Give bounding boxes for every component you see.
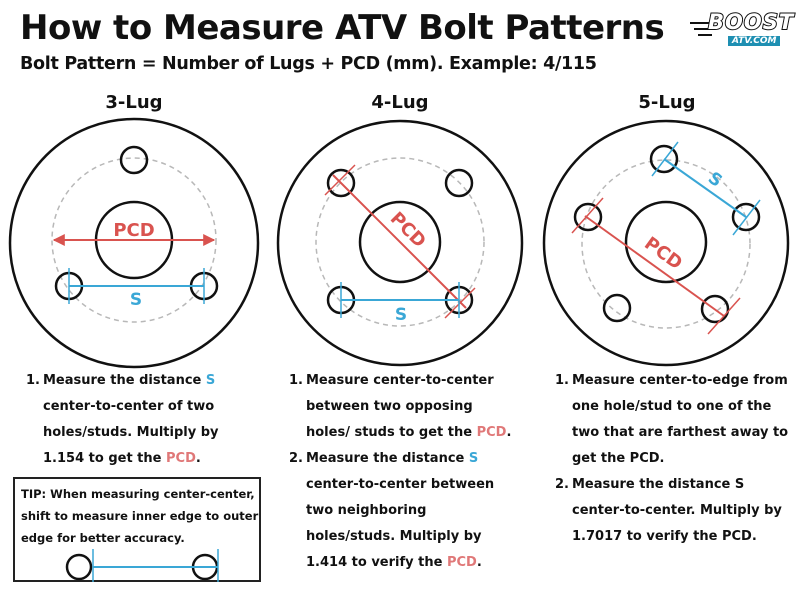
lug-hole xyxy=(326,168,356,198)
pcd-label: PCD xyxy=(113,220,154,241)
pcd-circle xyxy=(315,157,485,327)
lug-hole xyxy=(649,144,679,174)
s-label: S xyxy=(395,305,407,325)
lug-hole xyxy=(700,294,730,324)
wheel-outline xyxy=(8,117,260,369)
logo-text: BOOST xyxy=(707,9,795,35)
pcd-label: PCD xyxy=(640,233,686,274)
instructions-5-lug: 1. Measure center-to-edge from one hole/s… xyxy=(555,368,790,550)
lug-hole xyxy=(444,168,474,198)
logo-subtext: ATV.COM xyxy=(728,36,781,46)
page-subtitle: Bolt Pattern = Number of Lugs + PCD (mm)… xyxy=(20,54,597,74)
instructions-3-lug: 1. Measure the distance S center-to-cente… xyxy=(26,368,256,472)
tip-illustration xyxy=(65,549,219,582)
hub-hole xyxy=(358,200,442,284)
label-3-lug: 3-Lug xyxy=(105,92,163,113)
pcd-line xyxy=(332,174,467,309)
lug-hole xyxy=(573,202,603,232)
label-4-lug: 4-Lug xyxy=(371,92,429,113)
diagram-3-lug xyxy=(8,117,260,369)
s-label: S xyxy=(130,290,142,310)
step-1: 1. Measure center-to-edge from one hole/s… xyxy=(555,373,789,466)
step-1: 1. Measure center-to-center between two o… xyxy=(289,373,512,440)
wheel-outline xyxy=(276,119,524,367)
tip-text: TIP: When measuring center-center, shift… xyxy=(21,487,259,545)
step-2: 2. Measure the distance S center-to-cente… xyxy=(289,451,495,570)
page-title: How to Measure ATV Bolt Patterns xyxy=(20,8,665,48)
lug-hole xyxy=(731,202,761,232)
lug-hole xyxy=(602,293,632,323)
hub-hole xyxy=(624,200,708,284)
pcd-circle xyxy=(581,159,751,329)
diagram-4-lug xyxy=(276,119,524,367)
s-label: S xyxy=(704,168,726,191)
instructions-4-lug: 1. Measure center-to-center between two o… xyxy=(289,368,514,576)
lug-hole xyxy=(119,145,149,175)
pcd-line xyxy=(584,215,725,317)
wheel-outline xyxy=(542,119,790,367)
pcd-label: PCD xyxy=(386,208,430,252)
diagram-5-lug xyxy=(542,119,790,367)
tip-box: TIP: When measuring center-center, shift… xyxy=(13,477,261,582)
pcd-circle xyxy=(51,157,217,323)
step-2: 2. Measure the distance S center-to-cente… xyxy=(555,477,782,544)
label-5-lug: 5-Lug xyxy=(638,92,696,113)
s-line xyxy=(663,158,747,218)
boost-atv-logo: BOOST ATV.COM xyxy=(690,9,795,52)
step-1: 1. Measure the distance S center-to-cente… xyxy=(26,373,219,466)
